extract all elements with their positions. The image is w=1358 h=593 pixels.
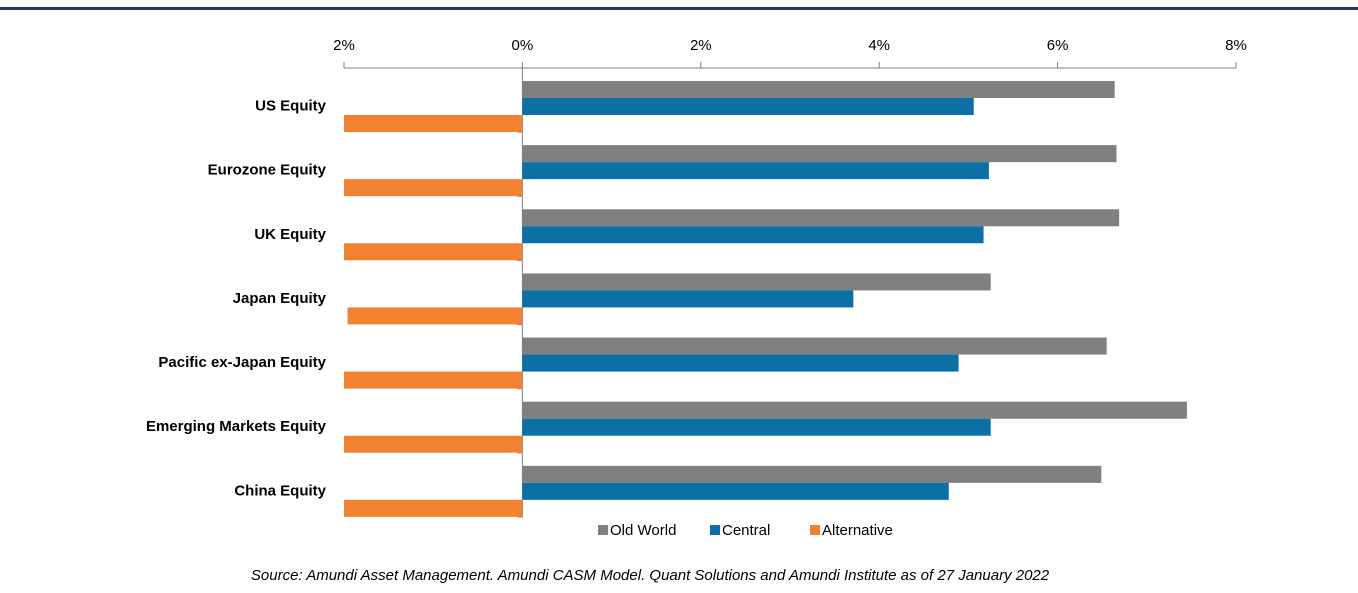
bar	[522, 226, 984, 244]
bar	[344, 243, 523, 261]
category-label: Eurozone Equity	[208, 162, 327, 179]
category-label: Pacific ex-Japan Equity	[158, 354, 326, 371]
source-note: Source: Amundi Asset Management. Amundi …	[251, 567, 1050, 584]
category-label: UK Equity	[254, 226, 326, 243]
legend-swatch	[598, 525, 608, 535]
bar	[344, 115, 523, 132]
category-label: Emerging Markets Equity	[146, 418, 327, 435]
bar	[344, 435, 523, 453]
legend-swatch	[710, 525, 720, 535]
bar	[522, 81, 1115, 98]
x-tick-label: 6%	[1047, 37, 1069, 54]
bar	[347, 307, 523, 325]
category-label: China Equity	[234, 482, 326, 499]
bar	[522, 465, 1102, 483]
bar	[522, 290, 854, 308]
bar	[522, 418, 991, 436]
bar	[522, 401, 1187, 419]
x-tick-label: 0%	[512, 37, 534, 54]
top-rule	[0, 7, 1358, 10]
bar	[344, 371, 523, 389]
x-tick-label: 2%	[690, 37, 712, 54]
x-tick-label: 2%	[333, 37, 355, 54]
bar	[344, 499, 523, 517]
legend-label: Central	[722, 522, 770, 539]
bar	[522, 354, 959, 372]
bar	[522, 98, 974, 115]
category-label: Japan Equity	[233, 290, 327, 307]
bar	[522, 209, 1120, 227]
legend-label: Alternative	[822, 522, 893, 539]
bar	[522, 162, 989, 180]
x-tick-label: 4%	[868, 37, 890, 54]
legend-swatch	[810, 525, 820, 535]
bar	[522, 145, 1117, 163]
bar	[522, 337, 1107, 355]
x-tick-label: 8%	[1225, 37, 1247, 54]
bar	[344, 179, 523, 197]
bar	[522, 273, 991, 291]
category-label: US Equity	[255, 97, 326, 114]
legend-label: Old World	[610, 522, 676, 539]
bar	[522, 482, 949, 500]
